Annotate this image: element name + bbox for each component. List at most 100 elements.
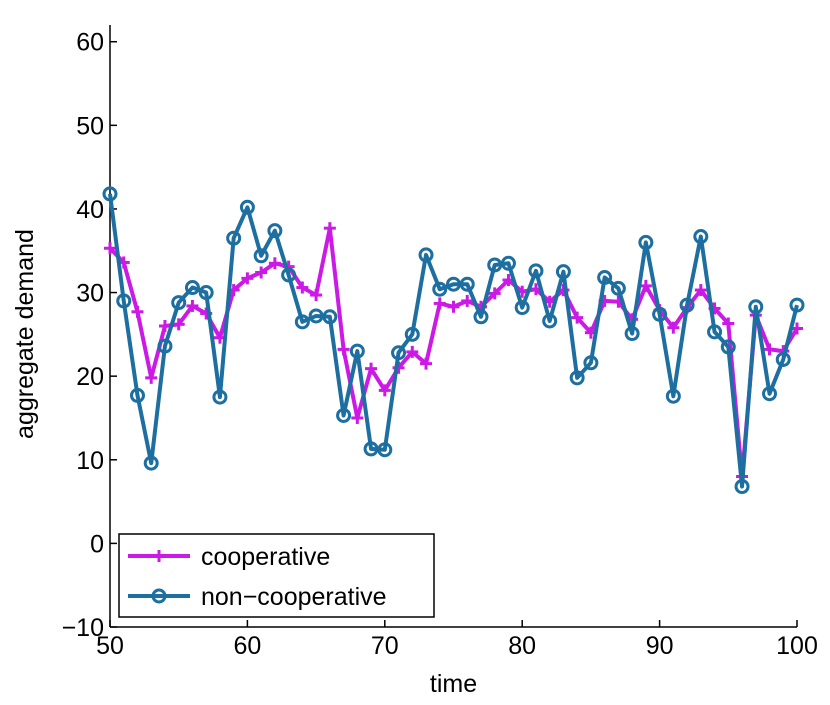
y-tick-label: 0	[90, 530, 104, 558]
data-point-plus	[667, 321, 680, 334]
y-tick-label: 40	[76, 196, 104, 224]
data-point-circle	[349, 343, 365, 359]
series-cooperative	[104, 222, 803, 483]
data-point-circle	[665, 388, 681, 404]
data-point-circle	[720, 339, 736, 355]
data-point-circle	[418, 247, 434, 263]
data-point-circle	[487, 257, 503, 273]
data-point-circle	[377, 442, 393, 458]
data-point-circle	[597, 270, 613, 286]
data-point-circle	[157, 338, 173, 354]
data-point-circle	[789, 297, 805, 313]
data-point-circle	[555, 264, 571, 280]
data-point-plus	[420, 357, 433, 370]
data-point-circle	[610, 280, 626, 296]
data-point-circle	[143, 455, 159, 471]
data-point-plus	[310, 289, 323, 302]
data-point-circle	[281, 267, 297, 283]
data-point-circle	[391, 345, 407, 361]
data-point-plus	[722, 317, 735, 330]
legend-item-cooperative: cooperative	[128, 543, 330, 571]
legend-circle-marker	[151, 588, 167, 604]
data-point-circle	[404, 326, 420, 342]
data-point-circle	[583, 355, 599, 371]
data-point-circle	[253, 248, 269, 264]
data-point-plus	[365, 362, 378, 375]
data-point-circle	[198, 285, 214, 301]
data-point-plus	[337, 343, 350, 356]
legend-circle	[151, 588, 167, 604]
data-point-plus	[131, 305, 144, 318]
series-non-cooperative	[102, 186, 805, 495]
series-layer	[102, 186, 805, 495]
legend-label-non-cooperative: non−cooperative	[201, 583, 387, 611]
data-point-plus	[186, 299, 199, 312]
data-point-plus	[433, 297, 446, 310]
data-point-circle	[693, 229, 709, 245]
legend-plus	[153, 550, 165, 562]
y-tick-label: 50	[76, 112, 104, 140]
data-point-plus	[763, 343, 776, 356]
y-axis-ticks: −10 0 10 20 30 40 50 60	[62, 29, 117, 642]
data-point-circle	[569, 370, 585, 386]
data-point-circle	[459, 276, 475, 292]
data-point-circle	[363, 441, 379, 457]
y-tick-label: 20	[76, 363, 104, 391]
y-tick-label: 60	[76, 29, 104, 57]
x-tick-label: 50	[96, 632, 124, 660]
y-tick-label: 10	[76, 447, 104, 475]
data-point-circle	[473, 309, 489, 325]
data-point-circle	[102, 186, 118, 202]
data-point-circle	[748, 299, 764, 315]
data-point-plus	[694, 284, 707, 297]
data-point-circle	[171, 295, 187, 311]
x-tick-label: 70	[371, 632, 399, 660]
data-point-plus	[461, 294, 474, 307]
series-line	[108, 193, 799, 489]
data-point-circle	[500, 255, 516, 271]
x-axis-ticks: 50 60 70 80 90 100	[96, 620, 818, 660]
data-point-circle	[775, 351, 791, 367]
data-point-circle	[336, 407, 352, 423]
legend-plus-marker	[153, 550, 165, 562]
x-tick-label: 60	[233, 632, 261, 660]
data-point-circle	[707, 324, 723, 340]
data-point-circle	[446, 276, 461, 292]
data-point-plus	[378, 384, 391, 397]
y-tick-label: −10	[62, 614, 104, 642]
x-axis-title: time	[430, 670, 477, 698]
legend: cooperative non−cooperative	[118, 533, 435, 618]
data-point-plus	[447, 300, 460, 313]
data-point-circle	[184, 280, 200, 296]
data-point-circle	[239, 199, 255, 215]
data-point-circle	[762, 386, 778, 402]
data-point-plus	[351, 411, 364, 424]
data-point-plus	[268, 257, 281, 270]
legend-item-non-cooperative: non−cooperative	[128, 583, 387, 611]
data-point-circle	[542, 313, 558, 329]
data-point-plus	[241, 272, 254, 285]
data-point-plus	[104, 242, 116, 255]
data-point-circle	[129, 387, 145, 403]
data-point-circle	[294, 314, 310, 330]
data-point-circle	[322, 309, 338, 325]
x-tick-label: 90	[646, 632, 674, 660]
data-point-circle	[638, 234, 654, 250]
data-point-circle	[212, 389, 228, 405]
data-point-circle	[514, 300, 530, 316]
data-point-circle	[528, 263, 544, 279]
data-point-circle	[116, 293, 132, 309]
x-tick-label: 100	[776, 632, 818, 660]
data-point-circle	[734, 479, 750, 495]
data-point-circle	[226, 230, 242, 246]
data-point-plus	[255, 266, 268, 279]
x-tick-label: 80	[508, 632, 536, 660]
data-point-plus	[406, 345, 419, 358]
data-point-plus	[172, 318, 185, 331]
data-point-circle	[267, 223, 283, 239]
data-point-circle	[624, 326, 640, 342]
data-point-plus	[145, 371, 158, 384]
data-point-circle	[432, 281, 448, 297]
y-axis-title: aggregate demand	[11, 229, 39, 439]
